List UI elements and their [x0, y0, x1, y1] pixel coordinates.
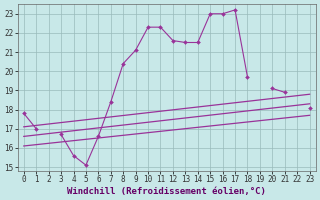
- X-axis label: Windchill (Refroidissement éolien,°C): Windchill (Refroidissement éolien,°C): [67, 187, 266, 196]
